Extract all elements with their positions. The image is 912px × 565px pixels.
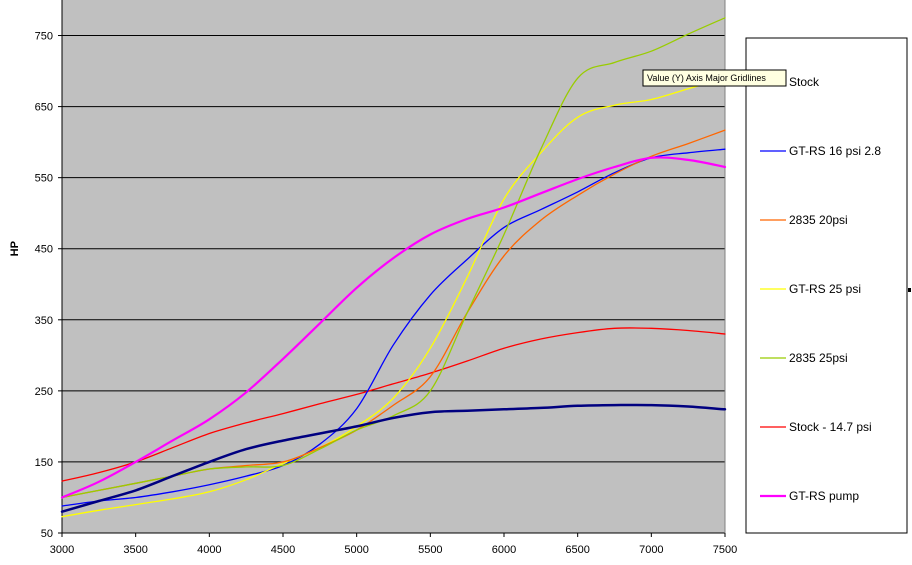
x-axis-tick-labels: 3000 3500 4000 4500 5000 5500 6000 6500 7000 7500 xyxy=(50,544,737,556)
series-line-stock-14-7-psi[interactable] xyxy=(61,327,726,482)
legend-label: GT-RS 25 psi xyxy=(789,282,861,296)
x-tick-label-6000: 6000 xyxy=(492,544,516,556)
series-line-gt-rs-25-psi[interactable] xyxy=(61,77,726,518)
x-tick-label-3500: 3500 xyxy=(123,544,147,556)
plot-background xyxy=(62,0,725,533)
y-tick-label-450: 450 xyxy=(35,244,53,256)
y-tick-label-50: 50 xyxy=(41,528,53,540)
y-tick-label-250: 250 xyxy=(35,386,53,398)
series-line-gt-rs-pump[interactable] xyxy=(60,156,727,499)
x-tick-label-5000: 5000 xyxy=(344,544,368,556)
legend-label: Stock - 14.7 psi xyxy=(789,420,872,434)
x-tick-label-6500: 6500 xyxy=(565,544,589,556)
tooltip-box xyxy=(642,69,787,87)
series-line-stock[interactable] xyxy=(60,403,727,513)
series-line-gt-rs-16-psi-2-8[interactable] xyxy=(61,148,726,507)
y-tick-label-350: 350 xyxy=(35,315,53,327)
x-tick-label-7500: 7500 xyxy=(713,544,737,556)
x-tick-label-3000: 3000 xyxy=(50,544,74,556)
x-tick-label-4500: 4500 xyxy=(271,544,295,556)
x-tick-label-4000: 4000 xyxy=(197,544,221,556)
axes xyxy=(58,0,726,537)
legend-label: GT-RS 16 psi 2.8 xyxy=(789,144,881,158)
series-lines xyxy=(60,17,727,518)
legend-label: 2835 25psi xyxy=(789,351,848,365)
legend[interactable]: Stock GT-RS 16 psi 2.8 2835 20psi GT-RS 25 … xyxy=(745,37,908,534)
legend-label: GT-RS pump xyxy=(789,489,859,503)
plot-area xyxy=(62,0,725,533)
legend-label: Stock xyxy=(789,75,820,89)
x-tick-label-7000: 7000 xyxy=(639,544,663,556)
y-tick-label-650: 650 xyxy=(35,102,53,114)
y-axis-tick-labels: 50 150 250 350 450 550 650 750 xyxy=(35,31,53,540)
y-tick-label-150: 150 xyxy=(35,457,53,469)
y-axis-title: HP xyxy=(9,241,21,256)
gridline-tooltip: Value (Y) Axis Major Gridlines xyxy=(642,69,787,87)
y-tick-label-550: 550 xyxy=(35,173,53,185)
legend-box[interactable] xyxy=(745,37,908,534)
legend-label: 2835 20psi xyxy=(789,213,848,227)
tooltip-text: Value (Y) Axis Major Gridlines xyxy=(647,73,766,83)
x-tick-label-5500: 5500 xyxy=(418,544,442,556)
legend-marker-dot xyxy=(908,288,911,292)
gridlines xyxy=(62,35,725,463)
y-tick-label-750: 750 xyxy=(35,31,53,43)
